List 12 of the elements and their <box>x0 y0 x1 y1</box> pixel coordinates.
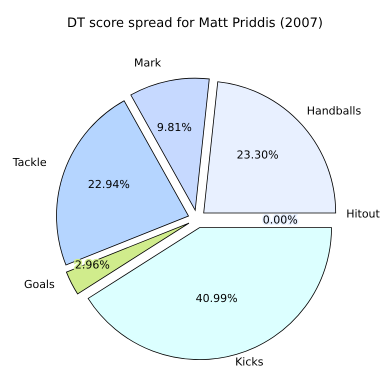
slice-label: Mark <box>134 56 162 70</box>
chart-title: DT score spread for Matt Priddis (2007) <box>66 16 324 31</box>
category-label: Hitout <box>346 208 380 220</box>
text: 0.00% <box>262 214 298 226</box>
data-label: 40.99% <box>196 292 238 306</box>
data-label: 9.81% <box>156 121 192 134</box>
slice-label: Handballs <box>306 104 362 118</box>
data-label: 23.30% <box>236 148 279 162</box>
data-label: 22.94% <box>88 178 130 192</box>
slice-label: Goals <box>24 278 55 291</box>
slice-label: Kicks <box>235 356 264 369</box>
slice-label: Tackle <box>12 156 47 169</box>
